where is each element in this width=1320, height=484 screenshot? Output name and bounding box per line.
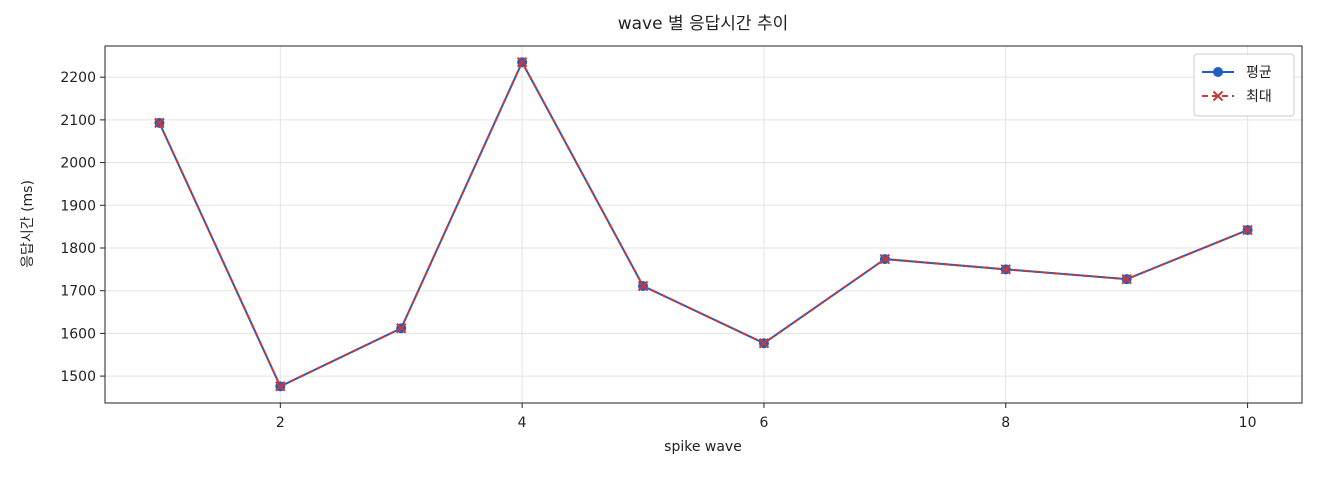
legend-label: 최대 (1246, 89, 1272, 105)
plot-frame (104, 45, 1303, 404)
y-axis-label: 응답시간 (ms) (20, 180, 36, 268)
y-tick-label: 1600 (60, 326, 96, 342)
data-point (1242, 224, 1253, 236)
legend-marker (1213, 67, 1223, 77)
data-point (396, 323, 407, 334)
x-tick-label: 10 (1239, 415, 1257, 431)
series-line (158, 59, 1248, 388)
series-line (158, 59, 1248, 388)
y-tick-label: 1700 (60, 284, 96, 300)
x-tick-label: 4 (518, 415, 527, 431)
legend-label: 평균 (1246, 65, 1272, 81)
y-tick-label: 2200 (60, 70, 96, 86)
y-tick-label: 1800 (60, 241, 96, 257)
data-point (1000, 264, 1011, 275)
x-axis-label: spike wave (664, 439, 742, 455)
y-tick-label: 2000 (60, 156, 96, 172)
data-point (758, 338, 770, 349)
x-tick-label: 6 (759, 415, 768, 431)
y-tick-label: 2100 (60, 113, 96, 129)
chart-title: wave 별 응답시간 추이 (618, 14, 789, 34)
data-point (637, 280, 649, 292)
legend-box (1193, 53, 1295, 117)
data-point (516, 57, 528, 68)
data-point (1121, 273, 1132, 285)
data-point (275, 381, 286, 392)
data-point (154, 117, 165, 129)
y-tick-label: 1500 (60, 369, 96, 385)
data-point (879, 253, 891, 265)
x-tick-label: 2 (276, 415, 285, 431)
legend-marker (1212, 90, 1224, 102)
y-tick-label: 1900 (60, 198, 96, 214)
x-tick-label: 8 (1001, 415, 1010, 431)
